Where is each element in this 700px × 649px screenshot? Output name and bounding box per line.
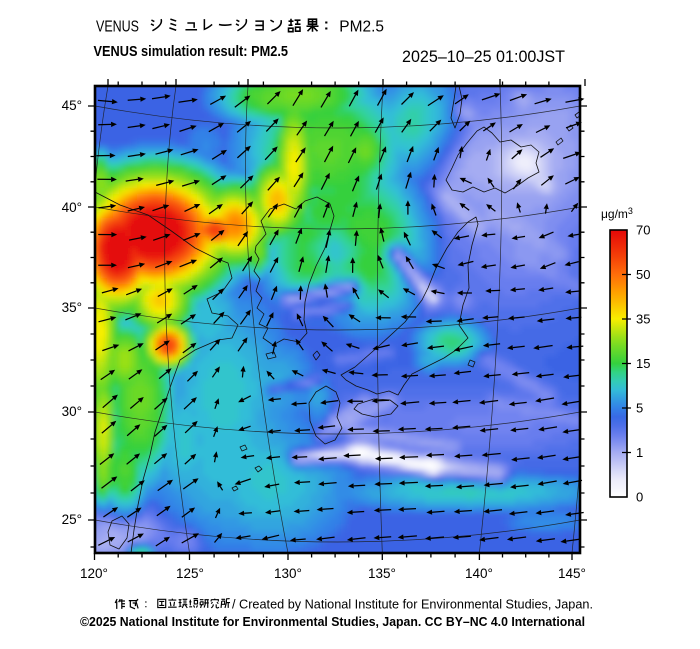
svg-text:/ Created by National Institut: / Created by National Institute for Envi…: [232, 598, 593, 612]
svg-text:40°: 40°: [62, 200, 82, 215]
svg-text:120°: 120°: [80, 566, 108, 581]
svg-text:50: 50: [636, 267, 650, 282]
svg-text:0: 0: [636, 490, 643, 505]
svg-text:45°: 45°: [62, 98, 82, 113]
svg-text:1: 1: [636, 445, 643, 460]
svg-text:145°: 145°: [558, 566, 586, 581]
svg-text:μg/m3: μg/m3: [601, 206, 633, 221]
svg-text:25°: 25°: [62, 512, 82, 527]
svg-text:70: 70: [636, 223, 650, 238]
svg-text:VENUS: VENUS: [96, 18, 139, 35]
svg-text:130°: 130°: [274, 566, 302, 581]
svg-text:©2025 National Institute for E: ©2025 National Institute for Environment…: [80, 615, 585, 629]
svg-text:VENUS simulation result: PM2.5: VENUS simulation result: PM2.5: [94, 43, 289, 60]
svg-text:140°: 140°: [465, 566, 493, 581]
svg-text:30°: 30°: [62, 404, 82, 419]
svg-text:35°: 35°: [62, 300, 82, 315]
svg-text:2025–10–25 01:00JST: 2025–10–25 01:00JST: [402, 48, 565, 66]
svg-text:125°: 125°: [176, 566, 204, 581]
svg-text:135°: 135°: [368, 566, 396, 581]
svg-text:15: 15: [636, 356, 650, 371]
svg-text:35: 35: [636, 312, 650, 327]
svg-text:5: 5: [636, 401, 643, 416]
svg-text:PM2.5: PM2.5: [339, 18, 384, 35]
